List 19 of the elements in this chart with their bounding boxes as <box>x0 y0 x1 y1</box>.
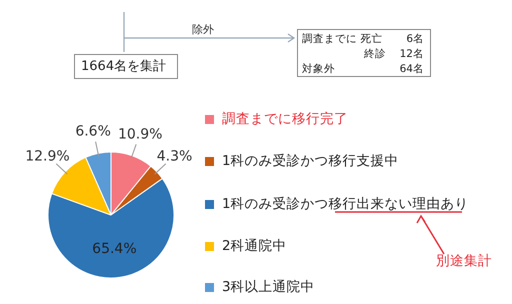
text: 64名 <box>400 63 424 75</box>
legend-label: 1科のみ受診かつ移行支援中 <box>222 152 399 170</box>
text: 終診 <box>364 48 386 60</box>
data-label: 12.9% <box>25 148 70 165</box>
legend-label: 2科通院中 <box>222 237 287 255</box>
text: 1664名を集計 <box>81 59 166 74</box>
data-label: 10.9% <box>118 126 162 143</box>
data-label: 65.4% <box>92 240 137 257</box>
legend-label: 3科以上通院中 <box>222 278 315 296</box>
text: 6名 <box>406 33 424 45</box>
text: 調査までに 死亡 <box>302 33 382 45</box>
text: 対象外 <box>302 63 335 75</box>
legend-label: 1科のみ受診かつ移行出来ない理由あり <box>222 195 469 213</box>
text: 別途集計 <box>436 253 492 269</box>
legend-label: 調査までに移行完了 <box>222 110 348 128</box>
text: 除外 <box>192 23 214 36</box>
text: 12名 <box>400 48 424 60</box>
data-label: 4.3% <box>156 148 192 165</box>
data-label: 6.6% <box>75 123 111 140</box>
